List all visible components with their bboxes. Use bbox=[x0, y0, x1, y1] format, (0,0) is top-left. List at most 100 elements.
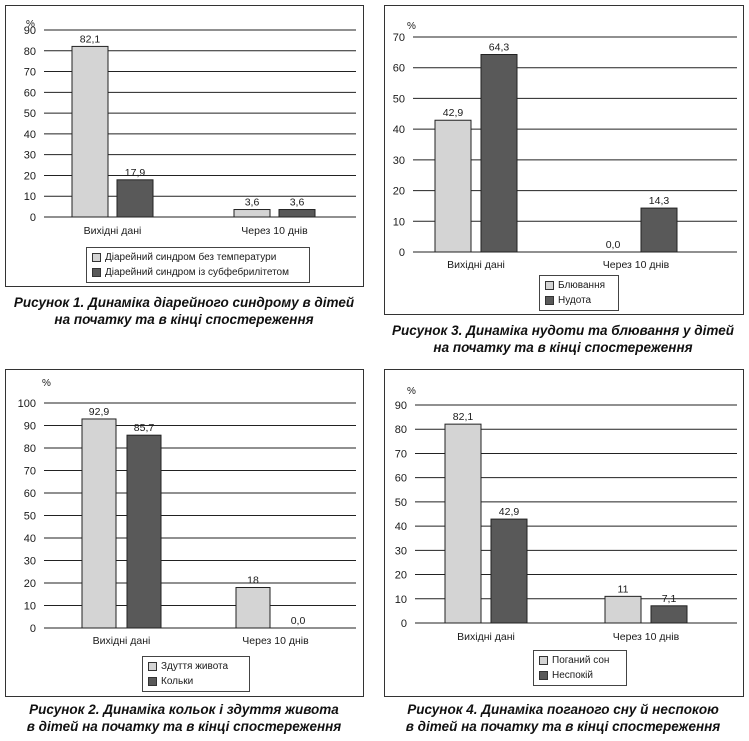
data-label: 42,9 bbox=[499, 506, 520, 518]
bar bbox=[116, 179, 154, 218]
y-tick-label: 10 bbox=[24, 601, 36, 613]
caption-line: Рисунок 2. Динаміка кольок і здуття живо… bbox=[29, 702, 339, 717]
y-tick-label: 0 bbox=[399, 247, 405, 259]
legend-item: Кольки bbox=[148, 674, 244, 689]
caption-line: на початку та в кінці спостереження bbox=[54, 312, 314, 327]
y-tick-label: 70 bbox=[395, 448, 407, 460]
category-label: Вихідні дані bbox=[93, 635, 151, 647]
unit-label: % bbox=[42, 378, 51, 389]
y-tick-label: 20 bbox=[395, 570, 407, 582]
chart-3-caption: Рисунок 3. Динаміка нудоти та блювання у… bbox=[378, 322, 748, 356]
y-tick-label: 70 bbox=[24, 466, 36, 478]
data-label: 18 bbox=[247, 575, 259, 587]
chart-4-svg: % 0 10 20 30 40 50 60 70 80 90 82,1 42,9 Вихідні дані… bbox=[395, 386, 737, 643]
category-label: Через 10 днів bbox=[241, 225, 308, 237]
bar bbox=[235, 587, 271, 629]
chart-panel-4: % 0 10 20 30 40 50 60 70 80 90 82,1 42,9 Вихідні дані… bbox=[384, 369, 744, 697]
category-label: Через 10 днів bbox=[603, 259, 670, 271]
bar bbox=[126, 434, 162, 629]
chart-1-svg: % 0 10 20 30 40 50 60 70 80 90 82,1 17,9 Вихідні дані… bbox=[24, 19, 356, 237]
y-tick-label: 60 bbox=[395, 473, 407, 485]
legend-item: Блювання bbox=[545, 278, 613, 293]
y-tick-label: 0 bbox=[401, 618, 407, 630]
chart-panel-1: % 0 10 20 30 40 50 60 70 80 90 82,1 17,9 Вихідні дані… bbox=[5, 5, 364, 287]
y-tick-label: 50 bbox=[393, 93, 405, 105]
y-tick-label: 80 bbox=[395, 424, 407, 436]
legend-item: Неспокій bbox=[539, 668, 621, 683]
chart-3-legend: Блювання Нудота bbox=[539, 275, 619, 311]
y-tick-label: 60 bbox=[24, 488, 36, 500]
bar bbox=[480, 54, 518, 253]
y-tick-label: 40 bbox=[395, 521, 407, 533]
bar bbox=[81, 418, 117, 629]
legend-item: Поганий сон bbox=[539, 653, 621, 668]
caption-line: Рисунок 4. Динаміка поганого сну й неспо… bbox=[407, 702, 719, 717]
bar bbox=[650, 605, 688, 624]
legend-label: Діарейний синдром без температури bbox=[105, 252, 277, 263]
bar bbox=[233, 209, 271, 218]
data-label: 17,9 bbox=[125, 167, 146, 179]
caption-line: на початку та в кінці спостереження bbox=[433, 340, 693, 355]
bar bbox=[604, 595, 642, 624]
chart-2-legend: Здуття живота Кольки bbox=[142, 656, 250, 692]
caption-line: Рисунок 3. Динаміка нудоти та блювання у… bbox=[392, 323, 734, 338]
y-tick-label: 20 bbox=[24, 170, 36, 182]
data-label: 0,0 bbox=[606, 239, 621, 251]
data-label: 11 bbox=[618, 583, 629, 595]
legend-swatch-light bbox=[539, 656, 548, 665]
data-label: 14,3 bbox=[649, 195, 670, 207]
y-tick-label: 50 bbox=[395, 497, 407, 509]
y-tick-label: 30 bbox=[24, 556, 36, 568]
y-tick-label: 90 bbox=[24, 421, 36, 433]
data-label: 3,6 bbox=[245, 197, 260, 209]
category-label: Через 10 днів bbox=[613, 631, 680, 643]
chart-1-caption: Рисунок 1. Динаміка діарейного синдрому … bbox=[0, 294, 368, 328]
legend-swatch-light bbox=[92, 253, 101, 262]
y-tick-label: 90 bbox=[395, 400, 407, 412]
bar bbox=[278, 209, 316, 218]
category-label: Вихідні дані bbox=[84, 225, 142, 237]
legend-item: Діарейний синдром із субфебрилітетом bbox=[92, 265, 304, 280]
chart-2-svg: % 0 10 20 30 40 50 60 70 80 90 100 92,9 85,7 Вихідні д… bbox=[18, 378, 356, 647]
chart-4-caption: Рисунок 4. Динаміка поганого сну й неспо… bbox=[378, 701, 748, 735]
data-label: 7,1 bbox=[662, 593, 677, 605]
category-label: Вихідні дані bbox=[447, 259, 505, 271]
data-label: 0,0 bbox=[291, 615, 306, 627]
y-tick-label: 50 bbox=[24, 511, 36, 523]
data-label: 42,9 bbox=[443, 107, 464, 119]
unit-label: % bbox=[26, 19, 35, 30]
bar bbox=[71, 45, 109, 218]
y-tick-label: 30 bbox=[24, 150, 36, 162]
legend-swatch-dark bbox=[92, 268, 101, 277]
y-tick-label: 20 bbox=[24, 578, 36, 590]
legend-swatch-dark bbox=[148, 677, 157, 686]
y-tick-label: 70 bbox=[24, 67, 36, 79]
y-tick-label: 40 bbox=[393, 124, 405, 136]
y-tick-label: 40 bbox=[24, 129, 36, 141]
y-tick-label: 60 bbox=[393, 63, 405, 75]
chart-3-svg: % 0 10 20 30 40 50 60 70 42,9 64,3 Вихідні дані 0,0 1… bbox=[393, 21, 737, 271]
legend-swatch-light bbox=[545, 281, 554, 290]
data-label: 92,9 bbox=[89, 406, 110, 418]
y-tick-label: 90 bbox=[24, 25, 36, 37]
y-tick-label: 20 bbox=[393, 186, 405, 198]
y-tick-label: 100 bbox=[18, 398, 36, 410]
y-tick-label: 10 bbox=[24, 191, 36, 203]
legend-item: Здуття живота bbox=[148, 659, 244, 674]
y-tick-label: 80 bbox=[24, 46, 36, 58]
bar bbox=[434, 119, 472, 253]
y-tick-label: 70 bbox=[393, 32, 405, 44]
y-tick-label: 80 bbox=[24, 443, 36, 455]
y-tick-label: 30 bbox=[393, 155, 405, 167]
legend-label: Кольки bbox=[161, 676, 194, 687]
y-tick-label: 10 bbox=[395, 594, 407, 606]
unit-label: % bbox=[407, 21, 416, 32]
legend-item: Нудота bbox=[545, 293, 613, 308]
legend-swatch-light bbox=[148, 662, 157, 671]
caption-line: в дітей на початку та в кінці спостереже… bbox=[26, 719, 342, 734]
y-tick-label: 50 bbox=[24, 108, 36, 120]
unit-label: % bbox=[407, 386, 416, 397]
data-label: 82,1 bbox=[453, 411, 474, 423]
legend-label: Здуття живота bbox=[161, 661, 229, 672]
y-tick-label: 0 bbox=[30, 212, 36, 224]
